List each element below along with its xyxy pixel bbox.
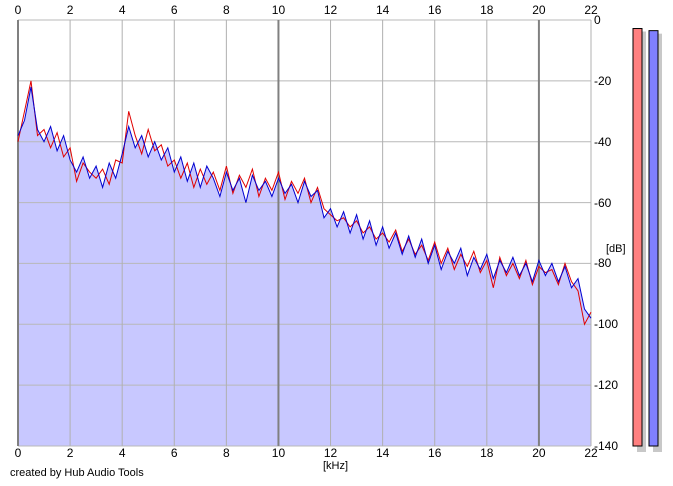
x-tick-label-top: 0 [14,3,22,17]
x-tick-label-bottom: 12 [323,446,338,460]
spectrum-fill [18,86,591,447]
x-tick-label-bottom: 14 [375,446,390,460]
x-axis-label: [kHz] [323,460,349,472]
level-meter-left [632,28,643,447]
y-tick-label: -140 [594,439,619,453]
y-tick-label: -40 [594,134,612,149]
x-tick-label-top: 6 [170,3,178,17]
y-tick-label: -20 [594,73,612,88]
y-tick-label: 0 [594,13,601,27]
x-tick-label-bottom: 22 [584,446,598,460]
y-tick-label: -100 [594,317,619,332]
x-tick-label-bottom: 6 [170,446,178,460]
x-tick-label-bottom: 10 [271,446,286,460]
y-tick-label: -80 [594,256,612,271]
x-tick-label-bottom: 18 [480,446,494,460]
x-tick-label-bottom: 0 [14,446,22,460]
x-tick-label-top: 20 [532,3,546,17]
series-line-left-channel [17,80,592,326]
y-axis-label: [dB] [606,243,626,255]
x-tick-label-bottom: 16 [428,446,442,460]
x-tick-label-bottom: 8 [223,446,230,460]
x-tick-label-top: 22 [584,3,598,17]
x-tick-label-top: 10 [271,3,286,17]
x-tick-label-bottom: 4 [118,446,126,460]
x-tick-label-top: 16 [428,3,442,17]
x-tick-label-top: 18 [480,3,494,17]
level-meter-right [648,30,659,447]
x-tick-label-bottom: 2 [66,446,74,460]
x-tick-label-top: 14 [375,3,390,17]
y-tick-label: -60 [594,195,612,210]
series-line-right-channel [17,86,592,319]
x-tick-label-top: 8 [223,3,230,17]
x-tick-label-top: 2 [66,3,74,17]
x-tick-label-bottom: 20 [532,446,546,460]
x-tick-label-top: 4 [118,3,126,17]
x-tick-label-top: 12 [323,3,338,17]
footer-credit: created by Hub Audio Tools [10,467,144,479]
y-tick-label: -120 [594,378,619,393]
